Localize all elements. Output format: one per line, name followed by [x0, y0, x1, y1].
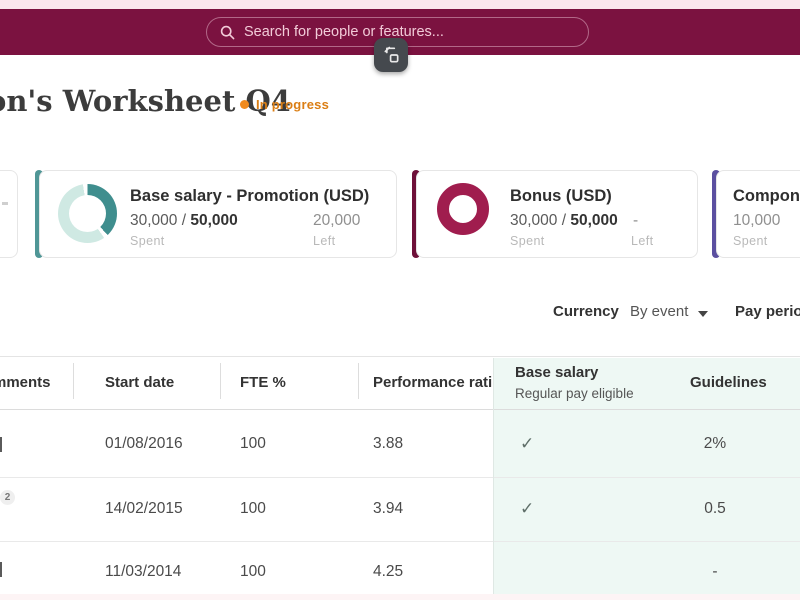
cell-start-date: 11/03/2014	[105, 563, 182, 580]
budget-amount: 50,000	[190, 212, 238, 229]
budget-card-clipped-left	[0, 170, 18, 258]
spent-label: Spent	[130, 234, 165, 248]
status-dot-icon	[240, 100, 249, 109]
spent-amount: 10,000	[733, 212, 781, 229]
clipped-row-content	[0, 562, 2, 577]
column-header-performance-rating: Performance rating	[373, 374, 493, 391]
search-placeholder-text: Search for people or features...	[244, 24, 444, 40]
table-top-border	[0, 356, 800, 357]
column-header-start-date: Start date	[105, 374, 175, 391]
slash: /	[181, 212, 187, 229]
left-amount: 20,000	[313, 212, 361, 229]
cell-guideline: 0.5	[704, 500, 726, 517]
cell-guideline: -	[712, 563, 718, 580]
clipped-card-content	[2, 202, 8, 205]
column-subheader-regular-pay-eligible: Regular pay eligible	[515, 386, 634, 401]
card-title: Bonus (USD)	[510, 187, 612, 205]
bottom-strip	[0, 594, 800, 600]
card-spent-value: 30,000 / 50,000	[130, 212, 238, 230]
base-salary-column-group-highlight	[493, 358, 800, 594]
budget-amount: 50,000	[570, 212, 618, 229]
status-badge: In progress	[256, 97, 329, 112]
left-label: Left	[313, 234, 336, 248]
top-pink-strip	[0, 0, 800, 9]
row-divider	[0, 477, 800, 478]
cell-start-date: 14/02/2015	[105, 500, 183, 517]
cell-rating: 4.25	[373, 563, 404, 580]
column-header-comments: Comments	[0, 374, 51, 391]
spent-label: Spent	[510, 234, 545, 248]
chevron-down-icon[interactable]	[698, 311, 708, 317]
screen-collapse-button[interactable]	[374, 38, 408, 72]
column-divider	[358, 363, 359, 399]
spent-amount: 30,000	[130, 212, 178, 229]
spent-amount: 30,000	[510, 212, 558, 229]
screen-collapse-icon	[384, 46, 399, 63]
column-header-base-salary: Base salary	[515, 364, 599, 381]
column-divider	[73, 363, 74, 399]
eligible-check-icon: ✓	[520, 434, 535, 453]
clipped-row-content	[0, 437, 2, 452]
cell-fte: 100	[240, 435, 266, 452]
currency-label: Currency	[553, 303, 619, 320]
cell-guideline: 2%	[703, 435, 727, 452]
card-spent-value: 30,000 / 50,000	[510, 212, 618, 230]
eligible-check-icon: ✓	[520, 499, 535, 518]
card-title: Compon	[733, 187, 800, 205]
base-salary-donut-chart	[58, 184, 117, 243]
cell-rating: 3.94	[373, 500, 404, 517]
bonus-donut-chart	[437, 183, 489, 235]
cell-fte: 100	[240, 500, 266, 517]
card-title: Base salary - Promotion (USD)	[130, 187, 370, 205]
row-divider	[0, 541, 800, 542]
slash: /	[561, 212, 567, 229]
cell-fte: 100	[240, 563, 266, 580]
search-icon	[220, 25, 235, 39]
header-bottom-border	[0, 409, 800, 410]
spent-label: Spent	[733, 234, 768, 248]
left-amount: -	[633, 212, 639, 229]
left-label: Left	[631, 234, 654, 248]
cell-rating: 3.88	[373, 435, 404, 452]
column-header-guidelines: Guidelines	[690, 374, 767, 391]
clipped-budget-card	[716, 170, 800, 258]
pay-period-label[interactable]: Pay period	[735, 303, 800, 320]
cell-start-date: 01/08/2016	[105, 435, 183, 452]
comment-count-badge: 2	[0, 490, 15, 505]
currency-dropdown[interactable]: By event	[630, 303, 689, 320]
group-divider	[493, 358, 494, 594]
column-divider	[220, 363, 221, 399]
column-header-fte: FTE %	[240, 374, 286, 391]
